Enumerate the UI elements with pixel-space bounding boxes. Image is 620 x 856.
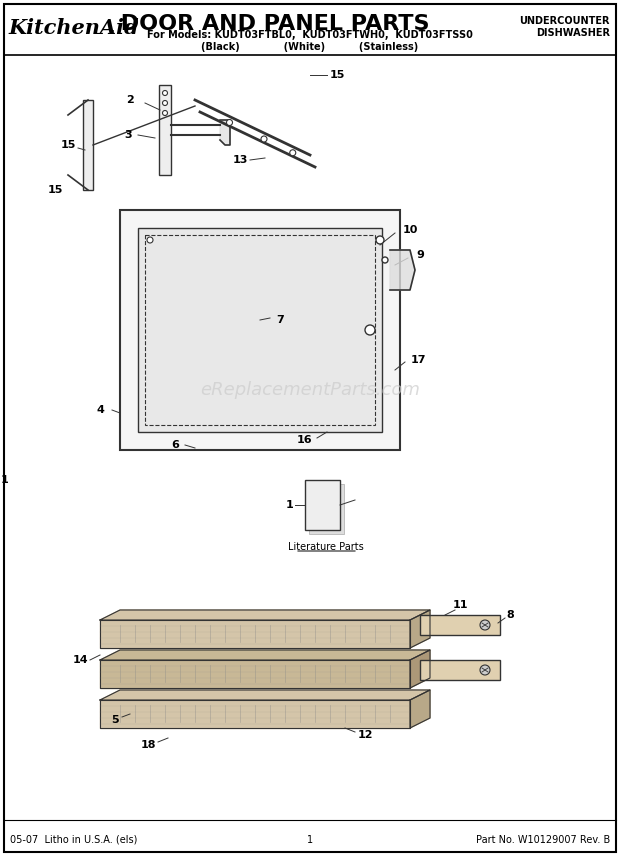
Text: 12: 12 xyxy=(357,730,373,740)
Text: 8: 8 xyxy=(506,610,514,620)
Circle shape xyxy=(162,110,167,116)
Circle shape xyxy=(162,100,167,105)
Text: 7: 7 xyxy=(276,315,284,325)
Text: 5: 5 xyxy=(111,715,119,725)
Text: 1: 1 xyxy=(307,835,313,845)
Circle shape xyxy=(376,236,384,244)
Text: 13: 13 xyxy=(232,155,247,165)
Polygon shape xyxy=(100,610,430,620)
Text: UNDERCOUNTER: UNDERCOUNTER xyxy=(520,16,610,26)
Text: 05-07  Litho in U.S.A. (els): 05-07 Litho in U.S.A. (els) xyxy=(10,835,138,845)
Polygon shape xyxy=(100,650,430,660)
Polygon shape xyxy=(410,690,430,728)
Bar xyxy=(420,660,500,680)
Bar xyxy=(83,100,93,190)
Circle shape xyxy=(290,150,296,156)
Text: 17: 17 xyxy=(410,355,426,365)
Bar xyxy=(159,85,171,175)
Text: 18: 18 xyxy=(140,740,156,750)
Text: 9: 9 xyxy=(416,250,424,260)
Polygon shape xyxy=(100,660,410,688)
Circle shape xyxy=(480,620,490,630)
Text: 15: 15 xyxy=(330,70,345,80)
Circle shape xyxy=(226,120,232,126)
Circle shape xyxy=(382,257,388,263)
Text: 1: 1 xyxy=(1,475,9,485)
Text: 4: 4 xyxy=(96,405,104,415)
Polygon shape xyxy=(100,690,430,700)
Text: 10: 10 xyxy=(402,225,418,235)
Text: 16: 16 xyxy=(297,435,313,445)
Bar xyxy=(420,615,500,635)
Text: eReplacementParts.com: eReplacementParts.com xyxy=(200,381,420,399)
Bar xyxy=(309,484,344,534)
Text: For Models: KUDT03FTBL0,  KUDT03FTWH0,  KUDT03FTSS0: For Models: KUDT03FTBL0, KUDT03FTWH0, KU… xyxy=(147,30,473,40)
Text: DOOR AND PANEL PARTS: DOOR AND PANEL PARTS xyxy=(113,14,430,34)
Text: 11: 11 xyxy=(452,600,467,610)
Polygon shape xyxy=(410,650,430,688)
Circle shape xyxy=(147,237,153,243)
Bar xyxy=(138,228,382,432)
Text: 14: 14 xyxy=(72,655,88,665)
Text: .: . xyxy=(108,18,116,38)
Text: 1: 1 xyxy=(286,500,294,510)
Text: (Black)             (White)          (Stainless): (Black) (White) (Stainless) xyxy=(202,42,418,52)
Text: 3: 3 xyxy=(124,130,132,140)
Polygon shape xyxy=(100,700,410,728)
Bar xyxy=(305,480,340,530)
Text: 6: 6 xyxy=(171,440,179,450)
Circle shape xyxy=(261,136,267,142)
Polygon shape xyxy=(410,610,430,648)
Text: Part No. W10129007 Rev. B: Part No. W10129007 Rev. B xyxy=(476,835,610,845)
Text: DISHWASHER: DISHWASHER xyxy=(536,28,610,38)
Text: 15: 15 xyxy=(60,140,76,150)
Text: 2: 2 xyxy=(126,95,134,105)
Text: KitchenAid: KitchenAid xyxy=(8,18,139,38)
Circle shape xyxy=(162,91,167,96)
Circle shape xyxy=(480,665,490,675)
Polygon shape xyxy=(100,620,410,648)
Polygon shape xyxy=(390,250,415,290)
Circle shape xyxy=(365,325,375,335)
Text: 15: 15 xyxy=(47,185,63,195)
Text: Literature Parts: Literature Parts xyxy=(288,542,364,552)
Bar xyxy=(145,235,375,425)
Bar xyxy=(120,210,400,450)
Polygon shape xyxy=(220,120,230,145)
